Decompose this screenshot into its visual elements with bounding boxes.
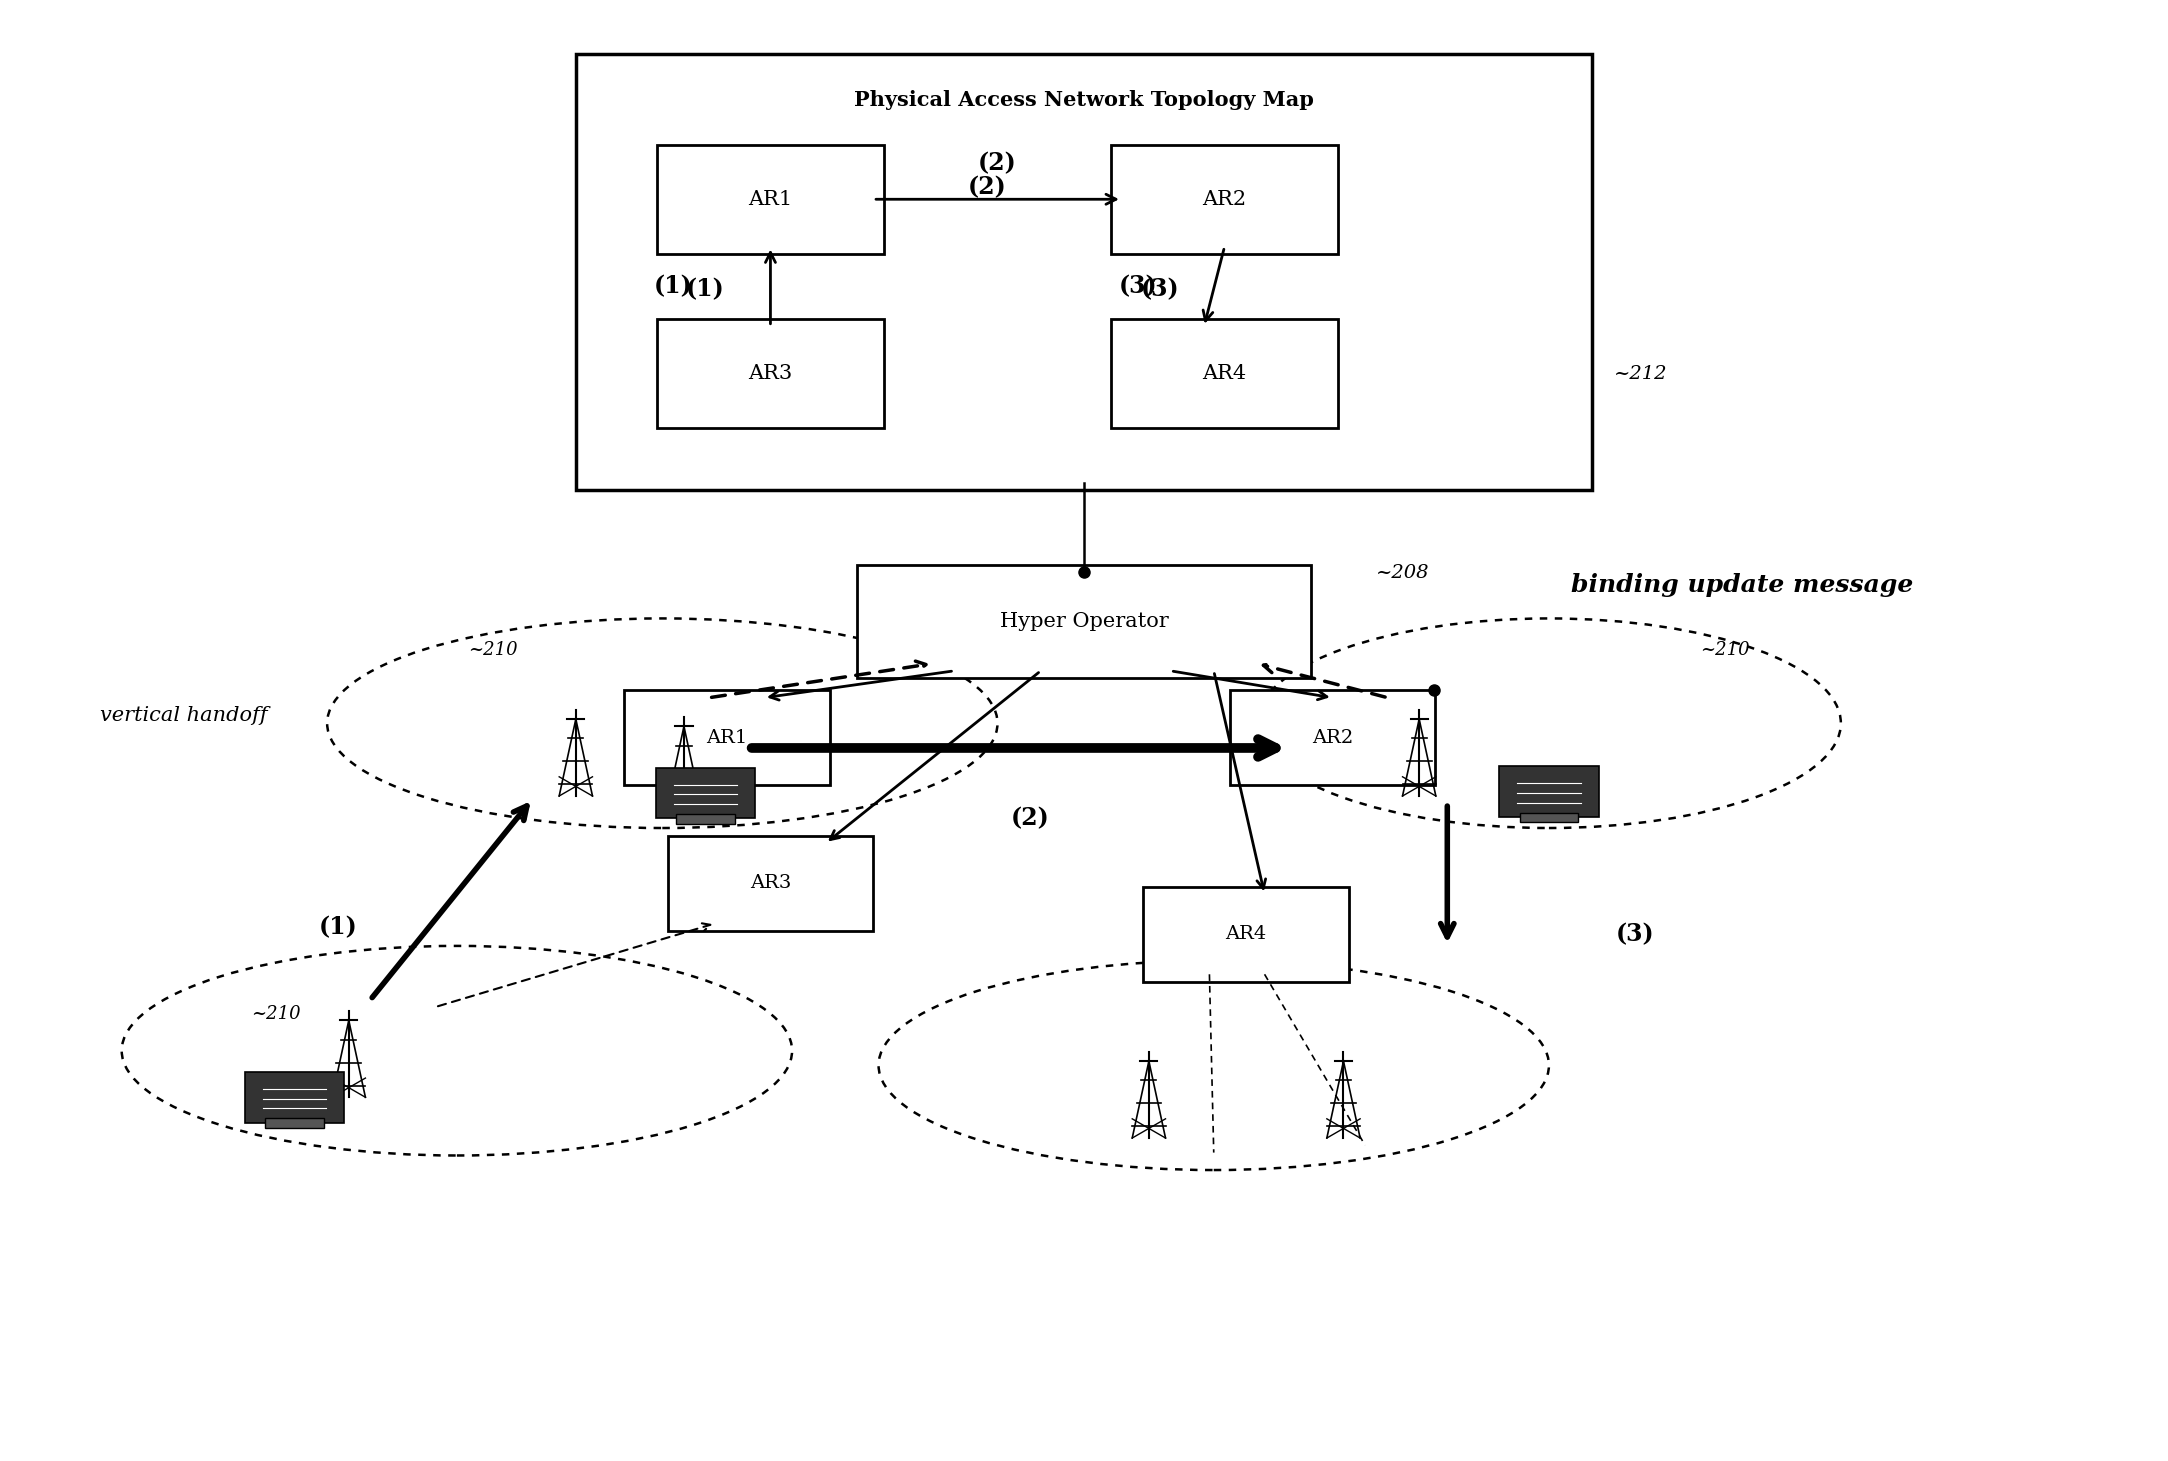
FancyBboxPatch shape [245,1072,345,1122]
FancyBboxPatch shape [668,836,874,931]
FancyBboxPatch shape [1500,767,1598,817]
Text: (2): (2) [978,150,1017,175]
FancyBboxPatch shape [1143,887,1348,982]
Text: (2): (2) [1010,806,1049,830]
FancyBboxPatch shape [657,320,885,428]
Text: vertical handoff: vertical handoff [100,707,267,726]
FancyBboxPatch shape [1110,320,1338,428]
Text: AR3: AR3 [748,364,793,383]
Text: ~210: ~210 [251,1005,301,1023]
FancyBboxPatch shape [657,145,885,254]
Text: AR4: AR4 [1203,364,1247,383]
Text: ~210: ~210 [468,641,518,659]
Text: (1): (1) [687,278,724,301]
Text: (1): (1) [319,915,358,939]
Text: ~210: ~210 [1700,641,1750,659]
Text: AR2: AR2 [1312,729,1353,747]
Text: (1): (1) [655,275,692,298]
Text: binding update message: binding update message [1570,573,1912,598]
FancyBboxPatch shape [577,54,1591,491]
Text: AR1: AR1 [748,190,793,209]
Text: (3): (3) [1615,922,1654,947]
Text: Hyper Operator: Hyper Operator [999,612,1169,631]
FancyBboxPatch shape [676,814,735,824]
FancyBboxPatch shape [1229,691,1435,785]
Text: ~212: ~212 [1613,365,1667,383]
Text: (2): (2) [967,175,1006,200]
FancyBboxPatch shape [264,1118,325,1128]
Text: (3): (3) [1140,278,1179,301]
FancyBboxPatch shape [1520,812,1578,823]
Text: ~208: ~208 [1377,564,1429,583]
Text: AR1: AR1 [707,729,748,747]
Text: AR4: AR4 [1225,925,1266,944]
FancyBboxPatch shape [624,691,830,785]
Text: (3): (3) [1119,275,1158,298]
FancyBboxPatch shape [856,564,1312,678]
Text: Physical Access Network Topology Map: Physical Access Network Topology Map [854,91,1314,110]
FancyBboxPatch shape [1110,145,1338,254]
Text: AR3: AR3 [750,874,791,893]
Text: AR2: AR2 [1203,190,1247,209]
FancyBboxPatch shape [657,768,754,818]
